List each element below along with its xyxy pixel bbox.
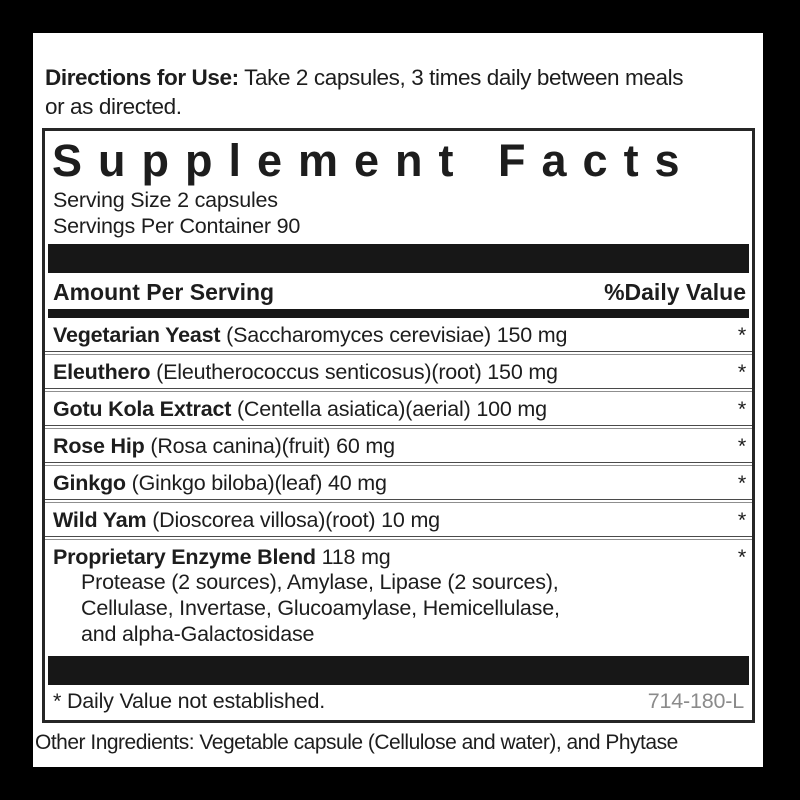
daily-value-asterisk: *	[737, 323, 746, 347]
blend-components-line: Protease (2 sources), Amylase, Lipase (2…	[81, 570, 559, 594]
ingredient-details: (Saccharomyces cerevisiae) 150 mg	[226, 323, 568, 347]
daily-value-asterisk: *	[737, 508, 746, 532]
servings-per-container: Servings Per Container 90	[53, 214, 301, 238]
ingredient-row-wild-yam: Wild Yam (Dioscorea villosa)(root) 10 mg…	[45, 503, 752, 536]
ingredient-name: Eleuthero	[53, 360, 151, 384]
footnote: * Daily Value not established.	[53, 689, 326, 713]
proprietary-blend-row: Proprietary Enzyme Blend 118 mg *	[45, 540, 752, 569]
ingredient-text: Eleuthero (Eleutherococcus senticosus)(r…	[53, 360, 730, 384]
ingredient-text: Rose Hip (Rosa canina)(fruit) 60 mg	[53, 434, 730, 458]
ingredient-row-eleuthero: Eleuthero (Eleutherococcus senticosus)(r…	[45, 355, 752, 388]
row-separator	[45, 462, 752, 466]
ingredient-details: (Dioscorea villosa)(root) 10 mg	[152, 508, 440, 532]
ingredient-text: Wild Yam (Dioscorea villosa)(root) 10 mg	[53, 508, 730, 532]
directions-label: Directions for Use:	[45, 65, 239, 90]
ingredient-row-rose-hip: Rose Hip (Rosa canina)(fruit) 60 mg *	[45, 429, 752, 462]
row-separator	[45, 499, 752, 503]
ingredient-details: (Centella asiatica)(aerial) 100 mg	[236, 397, 547, 421]
ingredient-text: Ginkgo (Ginkgo biloba)(leaf) 40 mg	[53, 471, 730, 495]
ingredient-name: Gotu Kola Extract	[53, 397, 232, 421]
product-code: 714-180-L	[647, 689, 744, 713]
supplement-label: Directions for Use: Take 2 capsules, 3 t…	[33, 33, 763, 767]
ingredient-name: Ginkgo	[53, 471, 126, 495]
directions-line-2: or as directed.	[45, 94, 182, 119]
divider-bar-bottom	[48, 656, 749, 685]
directions-line-1: Directions for Use: Take 2 capsules, 3 t…	[45, 63, 757, 92]
ingredient-details: (Eleutherococcus senticosus)(root) 150 m…	[156, 360, 558, 384]
daily-value-asterisk: *	[737, 397, 746, 421]
daily-value-header: %Daily Value	[604, 279, 746, 305]
supplement-facts-box: Supplement Facts Serving Size 2 capsules…	[42, 128, 755, 723]
ingredient-text: Proprietary Enzyme Blend 118 mg	[53, 545, 730, 569]
ingredient-details: (Rosa canina)(fruit) 60 mg	[150, 434, 395, 458]
row-separator	[45, 536, 752, 540]
supplement-facts-title: Supplement Facts	[52, 135, 696, 186]
blend-components-line: Cellulase, Invertase, Glucoamylase, Hemi…	[81, 596, 560, 620]
footnote-row: * Daily Value not established. 714-180-L	[45, 685, 752, 720]
ingredient-row-gotu-kola: Gotu Kola Extract (Centella asiatica)(ae…	[45, 392, 752, 425]
ingredient-name: Vegetarian Yeast	[53, 323, 221, 347]
header-rule	[48, 309, 749, 318]
ingredient-text: Gotu Kola Extract (Centella asiatica)(ae…	[53, 397, 730, 421]
daily-value-asterisk: *	[737, 434, 746, 458]
column-header-row: Amount Per Serving %Daily Value	[45, 273, 752, 309]
ingredient-details: (Ginkgo biloba)(leaf) 40 mg	[131, 471, 387, 495]
other-ingredients: Other Ingredients: Vegetable capsule (Ce…	[35, 731, 678, 754]
row-separator	[45, 425, 752, 429]
daily-value-asterisk: *	[737, 471, 746, 495]
blend-components-line: and alpha-Galactosidase	[81, 622, 315, 646]
ingredient-row-ginkgo: Ginkgo (Ginkgo biloba)(leaf) 40 mg *	[45, 466, 752, 499]
row-separator	[45, 388, 752, 392]
directions-text: Take 2 capsules, 3 times daily between m…	[244, 65, 684, 90]
serving-size: Serving Size 2 capsules	[53, 188, 278, 212]
row-separator	[45, 351, 752, 355]
ingredient-name: Wild Yam	[53, 508, 147, 532]
amount-per-serving-header: Amount Per Serving	[53, 279, 275, 305]
blend-components: Protease (2 sources), Amylase, Lipase (2…	[45, 569, 752, 651]
daily-value-asterisk: *	[737, 545, 746, 569]
ingredient-row-vegetarian-yeast: Vegetarian Yeast (Saccharomyces cerevisi…	[45, 318, 752, 351]
ingredient-details: 118 mg	[321, 545, 391, 569]
ingredient-text: Vegetarian Yeast (Saccharomyces cerevisi…	[53, 323, 730, 347]
daily-value-asterisk: *	[737, 360, 746, 384]
ingredient-name: Proprietary Enzyme Blend	[53, 545, 316, 569]
ingredient-name: Rose Hip	[53, 434, 145, 458]
divider-bar-top	[48, 244, 749, 273]
